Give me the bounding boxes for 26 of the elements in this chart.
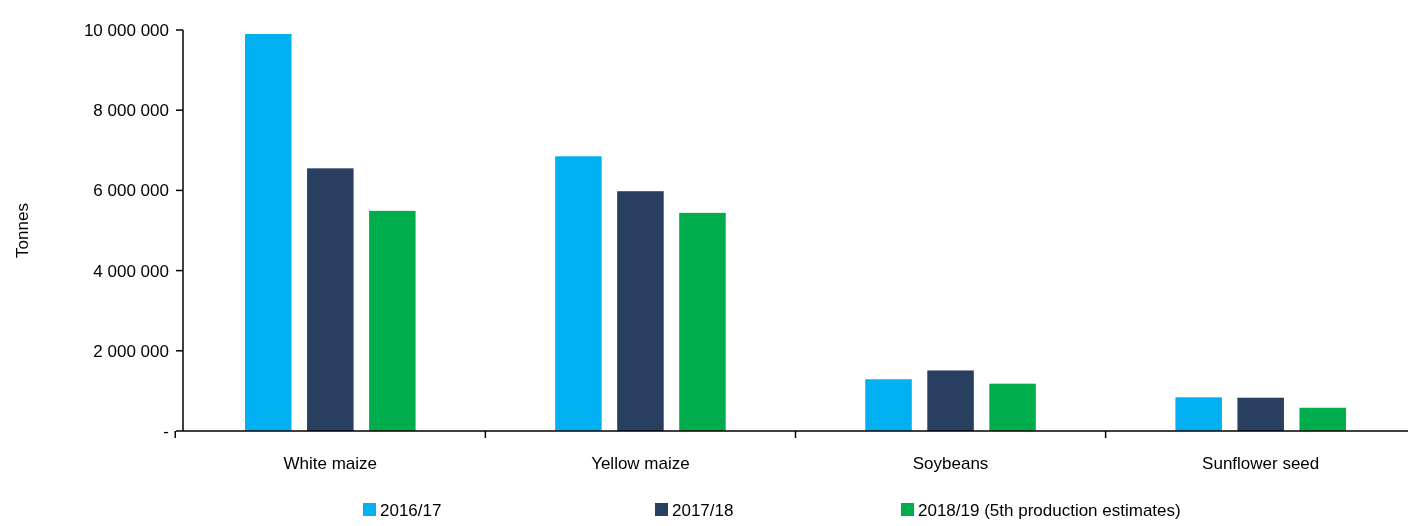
bar <box>1299 407 1346 431</box>
x-tick-label: Sunflower seed <box>1202 454 1320 473</box>
bar <box>1237 397 1284 431</box>
y-tick-label: 10 000 000 <box>83 20 169 40</box>
y-tick-label: 8 000 000 <box>93 101 169 121</box>
y-tick-label: 2 000 000 <box>93 341 169 361</box>
x-tick-label: Yellow maize <box>591 454 690 473</box>
bar <box>307 168 354 431</box>
legend-label: 2018/19 (5th production estimates) <box>918 501 1181 520</box>
x-tick-label: Soybeans <box>912 454 989 473</box>
y-axis-title: Tonnes <box>12 203 32 258</box>
bar <box>989 383 1036 431</box>
bar <box>927 370 974 431</box>
legend-label: 2017/18 <box>672 501 734 520</box>
bar <box>555 156 602 431</box>
y-tick-label: - <box>163 421 169 441</box>
x-tick-label: White maize <box>283 454 378 473</box>
y-tick-label: 4 000 000 <box>93 261 169 281</box>
bar <box>617 191 664 431</box>
bar <box>1175 397 1222 431</box>
y-tick-label: 6 000 000 <box>93 181 169 201</box>
bar <box>679 212 726 431</box>
bar <box>865 379 912 431</box>
legend-label: 2016/17 <box>380 501 442 520</box>
bar <box>245 34 292 431</box>
bar <box>369 210 416 431</box>
